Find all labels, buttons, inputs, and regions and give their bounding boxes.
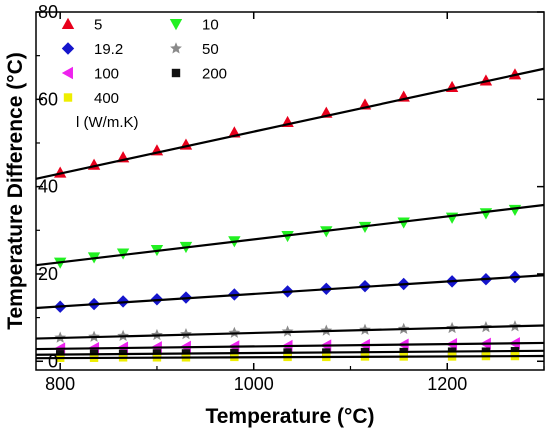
x-tick-label: 800	[45, 374, 75, 394]
fit-line-50	[35, 324, 545, 340]
fit-line-200	[35, 349, 545, 356]
y-tick-label: 80	[38, 2, 58, 22]
x-tick-label: 1200	[427, 374, 467, 394]
fit-line-10	[35, 203, 545, 267]
plot-area	[35, 67, 545, 362]
y-tick-label: 60	[38, 89, 58, 109]
legend-item-100: 100	[61, 66, 119, 83]
legend-marker	[61, 66, 73, 80]
y-tick-label: 0	[48, 351, 58, 371]
legend-label: 10	[202, 17, 219, 34]
legend-label: 400	[94, 90, 119, 107]
y-tick-label: 20	[38, 264, 58, 284]
x-axis-title: Temperature (°C)	[205, 405, 374, 428]
legend-marker	[169, 19, 183, 31]
fit-line-5	[35, 67, 545, 180]
legend-item-10: 10	[169, 17, 219, 34]
legend-item-19.2: 19.2	[61, 41, 123, 58]
legend-item-5: 5	[61, 17, 102, 34]
data-point	[508, 204, 522, 216]
legend-item-400: 400	[63, 90, 119, 107]
data-point	[358, 221, 372, 233]
legend-label: 50	[202, 41, 219, 58]
x-tick-label: 1000	[234, 374, 274, 394]
data-point	[479, 208, 493, 220]
legend-label: 100	[94, 66, 119, 83]
series-10	[53, 204, 522, 269]
plot-frame	[35, 11, 545, 371]
data-point	[281, 231, 294, 243]
legend-title: l (W/m.K)	[76, 114, 138, 131]
fit-line-400	[35, 354, 545, 360]
legend-marker	[170, 42, 182, 54]
legend-label: 5	[94, 17, 102, 34]
legend-item-200: 200	[171, 66, 227, 83]
legend-marker	[61, 42, 75, 55]
fit-line-100	[35, 341, 545, 351]
legend-label: 200	[202, 66, 227, 83]
fit-line-19.2	[35, 274, 545, 310]
axes: 800 1000 1200 0 20 40 60 80	[36, 2, 545, 394]
legend-marker	[63, 93, 73, 102]
y-tick-label: 40	[38, 177, 58, 197]
legend-item-50: 50	[170, 41, 219, 58]
y-axis-title: Temperature Difference (°C)	[4, 52, 27, 330]
legend-marker	[171, 68, 181, 78]
legend-label: 19.2	[94, 41, 123, 58]
data-point	[228, 326, 241, 338]
legend-marker	[61, 17, 75, 29]
legend: 5 10 19.2 50 100 200 400 l (W/m.K)	[61, 17, 227, 131]
